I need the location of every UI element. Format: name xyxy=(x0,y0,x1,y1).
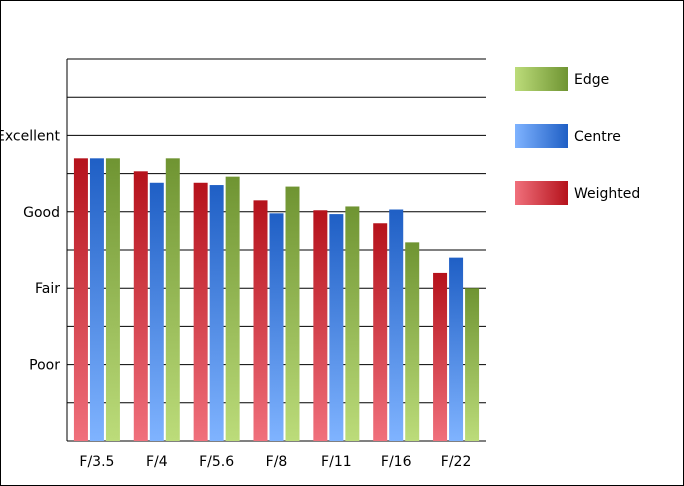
x-tick-label: F/22 xyxy=(441,454,472,470)
bar-edge-f4 xyxy=(165,158,180,441)
x-tick-label: F/8 xyxy=(266,454,288,470)
y-tick-label-poor: Poor xyxy=(29,358,60,374)
x-tick-label: F/16 xyxy=(381,454,412,470)
bars xyxy=(73,158,480,442)
y-tick-label-fair: Fair xyxy=(35,281,60,297)
legend: Edge Centre Weighted xyxy=(515,67,640,205)
bar-centre-f16 xyxy=(389,209,404,441)
bar-edge-f35 xyxy=(105,158,120,441)
x-tick-label: F/5.6 xyxy=(199,454,234,470)
bar-weighted-f35 xyxy=(73,158,88,441)
bar-edge-f56 xyxy=(225,176,240,441)
x-tick-label: F/3.5 xyxy=(79,454,114,470)
bar-weighted-f22 xyxy=(433,272,448,441)
legend-swatch-edge xyxy=(515,67,568,91)
bar-weighted-f4 xyxy=(133,171,148,442)
x-tick-label: F/4 xyxy=(146,454,168,470)
bar-weighted-f56 xyxy=(193,182,208,441)
bar-centre-f22 xyxy=(449,257,464,441)
bar-edge-f8 xyxy=(285,186,300,441)
bar-centre-f56 xyxy=(209,185,224,441)
bar-centre-f11 xyxy=(329,214,344,441)
legend-label-edge: Edge xyxy=(574,72,609,88)
bar-centre-f4 xyxy=(149,182,164,441)
bar-edge-f22 xyxy=(465,288,480,441)
bar-weighted-f11 xyxy=(313,210,328,441)
legend-swatch-weighted xyxy=(515,181,568,205)
y-tick-labels: Poor Fair Good Excellent xyxy=(0,128,61,373)
y-tick-label-excellent: Excellent xyxy=(0,128,61,144)
legend-label-weighted: Weighted xyxy=(574,186,640,202)
legend-label-centre: Centre xyxy=(574,129,621,145)
bar-weighted-f16 xyxy=(373,223,388,441)
bar-centre-f8 xyxy=(269,213,284,441)
bar-edge-f11 xyxy=(345,206,360,441)
bar-centre-f35 xyxy=(89,158,104,441)
bar-edge-f16 xyxy=(405,242,420,441)
legend-swatch-centre xyxy=(515,124,568,148)
x-tick-label: F/11 xyxy=(321,454,352,470)
y-tick-label-good: Good xyxy=(23,205,60,221)
bar-weighted-f8 xyxy=(253,200,268,441)
x-tick-labels: F/3.5 F/4 F/5.6 F/8 F/11 F/16 F/22 xyxy=(79,454,471,470)
